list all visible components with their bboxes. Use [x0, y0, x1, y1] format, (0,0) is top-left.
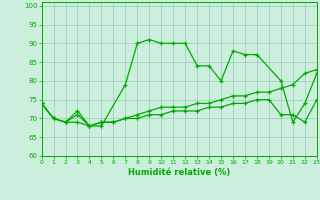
- X-axis label: Humidité relative (%): Humidité relative (%): [128, 168, 230, 177]
